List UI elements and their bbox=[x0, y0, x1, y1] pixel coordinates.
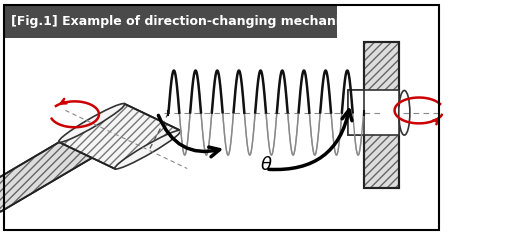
Ellipse shape bbox=[115, 130, 181, 169]
Bar bbox=[348, 90, 399, 135]
Text: $\theta$: $\theta$ bbox=[260, 156, 272, 173]
Bar bbox=[348, 90, 364, 135]
Bar bbox=[364, 42, 399, 188]
Bar bbox=[4, 5, 337, 38]
Ellipse shape bbox=[399, 90, 410, 135]
Ellipse shape bbox=[58, 104, 125, 142]
Bar bbox=[364, 42, 399, 188]
Polygon shape bbox=[59, 104, 180, 169]
Text: [Fig.1] Example of direction-changing mechanism using a coil spring: [Fig.1] Example of direction-changing me… bbox=[11, 15, 493, 28]
Bar bbox=[364, 42, 399, 188]
Polygon shape bbox=[0, 117, 134, 212]
